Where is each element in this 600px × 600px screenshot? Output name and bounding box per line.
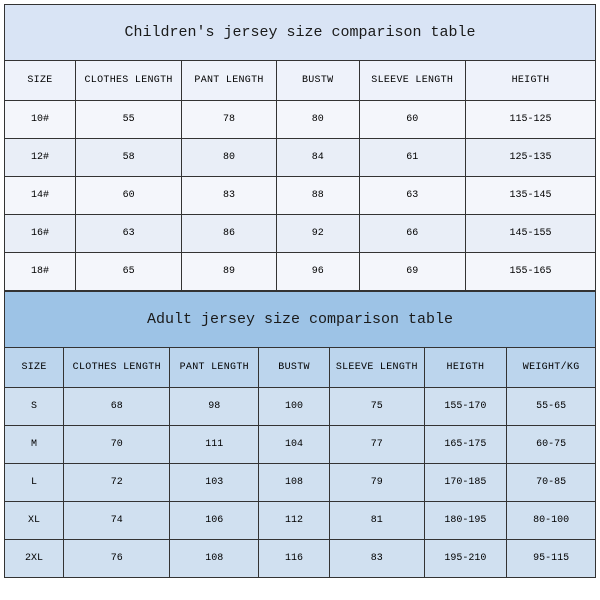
cell: 60: [359, 101, 465, 139]
cell: 80: [182, 139, 277, 177]
cell: 16#: [5, 215, 76, 253]
cell: 81: [330, 502, 425, 540]
adult-col-6: WEIGHT/KG: [507, 348, 596, 388]
cell: S: [5, 388, 64, 426]
table-row: S 68 98 100 75 155-170 55-65: [5, 388, 596, 426]
cell: 108: [259, 464, 330, 502]
cell: 80: [276, 101, 359, 139]
cell: 74: [64, 502, 170, 540]
cell: 70: [64, 426, 170, 464]
cell: 106: [170, 502, 259, 540]
adult-col-0: SIZE: [5, 348, 64, 388]
adult-title-row: Adult jersey size comparison table: [5, 292, 596, 348]
cell: 63: [75, 215, 181, 253]
cell: 63: [359, 177, 465, 215]
adult-header-row: SIZE CLOTHES LENGTH PANT LENGTH BUSTW SL…: [5, 348, 596, 388]
cell: L: [5, 464, 64, 502]
cell: 76: [64, 540, 170, 578]
cell: 78: [182, 101, 277, 139]
cell: 61: [359, 139, 465, 177]
cell: 77: [330, 426, 425, 464]
cell: 92: [276, 215, 359, 253]
table-row: XL 74 106 112 81 180-195 80-100: [5, 502, 596, 540]
cell: 83: [182, 177, 277, 215]
cell: 83: [330, 540, 425, 578]
cell: 14#: [5, 177, 76, 215]
cell: 125-135: [465, 139, 595, 177]
cell: 112: [259, 502, 330, 540]
cell: 111: [170, 426, 259, 464]
children-col-0: SIZE: [5, 61, 76, 101]
cell: 116: [259, 540, 330, 578]
adult-col-3: BUSTW: [259, 348, 330, 388]
cell: 155-170: [424, 388, 507, 426]
cell: 66: [359, 215, 465, 253]
cell: 170-185: [424, 464, 507, 502]
adult-size-table: Adult jersey size comparison table SIZE …: [4, 291, 596, 578]
cell: 65: [75, 253, 181, 291]
cell: 100: [259, 388, 330, 426]
cell: 108: [170, 540, 259, 578]
cell: 84: [276, 139, 359, 177]
cell: 88: [276, 177, 359, 215]
children-header-row: SIZE CLOTHES LENGTH PANT LENGTH BUSTW SL…: [5, 61, 596, 101]
cell: 70-85: [507, 464, 596, 502]
adult-col-2: PANT LENGTH: [170, 348, 259, 388]
cell: 79: [330, 464, 425, 502]
table-row: 2XL 76 108 116 83 195-210 95-115: [5, 540, 596, 578]
cell: 115-125: [465, 101, 595, 139]
children-col-5: HEIGTH: [465, 61, 595, 101]
cell: 103: [170, 464, 259, 502]
cell: 60: [75, 177, 181, 215]
cell: 155-165: [465, 253, 595, 291]
cell: 10#: [5, 101, 76, 139]
cell: 68: [64, 388, 170, 426]
cell: 55: [75, 101, 181, 139]
cell: 2XL: [5, 540, 64, 578]
table-row: M 70 111 104 77 165-175 60-75: [5, 426, 596, 464]
adult-col-5: HEIGTH: [424, 348, 507, 388]
cell: 80-100: [507, 502, 596, 540]
children-title: Children's jersey size comparison table: [5, 5, 596, 61]
children-col-3: BUSTW: [276, 61, 359, 101]
cell: 58: [75, 139, 181, 177]
table-row: L 72 103 108 79 170-185 70-85: [5, 464, 596, 502]
cell: 96: [276, 253, 359, 291]
cell: 75: [330, 388, 425, 426]
cell: 86: [182, 215, 277, 253]
cell: 69: [359, 253, 465, 291]
cell: 12#: [5, 139, 76, 177]
cell: XL: [5, 502, 64, 540]
cell: 72: [64, 464, 170, 502]
table-row: 10# 55 78 80 60 115-125: [5, 101, 596, 139]
cell: 95-115: [507, 540, 596, 578]
children-col-1: CLOTHES LENGTH: [75, 61, 181, 101]
cell: 55-65: [507, 388, 596, 426]
children-size-table: Children's jersey size comparison table …: [4, 4, 596, 291]
cell: 195-210: [424, 540, 507, 578]
children-col-2: PANT LENGTH: [182, 61, 277, 101]
table-row: 14# 60 83 88 63 135-145: [5, 177, 596, 215]
cell: 60-75: [507, 426, 596, 464]
cell: 104: [259, 426, 330, 464]
cell: M: [5, 426, 64, 464]
cell: 145-155: [465, 215, 595, 253]
cell: 18#: [5, 253, 76, 291]
children-title-row: Children's jersey size comparison table: [5, 5, 596, 61]
children-col-4: SLEEVE LENGTH: [359, 61, 465, 101]
adult-col-4: SLEEVE LENGTH: [330, 348, 425, 388]
table-row: 12# 58 80 84 61 125-135: [5, 139, 596, 177]
adult-title: Adult jersey size comparison table: [5, 292, 596, 348]
cell: 89: [182, 253, 277, 291]
cell: 98: [170, 388, 259, 426]
table-row: 16# 63 86 92 66 145-155: [5, 215, 596, 253]
cell: 165-175: [424, 426, 507, 464]
cell: 180-195: [424, 502, 507, 540]
cell: 135-145: [465, 177, 595, 215]
table-row: 18# 65 89 96 69 155-165: [5, 253, 596, 291]
adult-col-1: CLOTHES LENGTH: [64, 348, 170, 388]
